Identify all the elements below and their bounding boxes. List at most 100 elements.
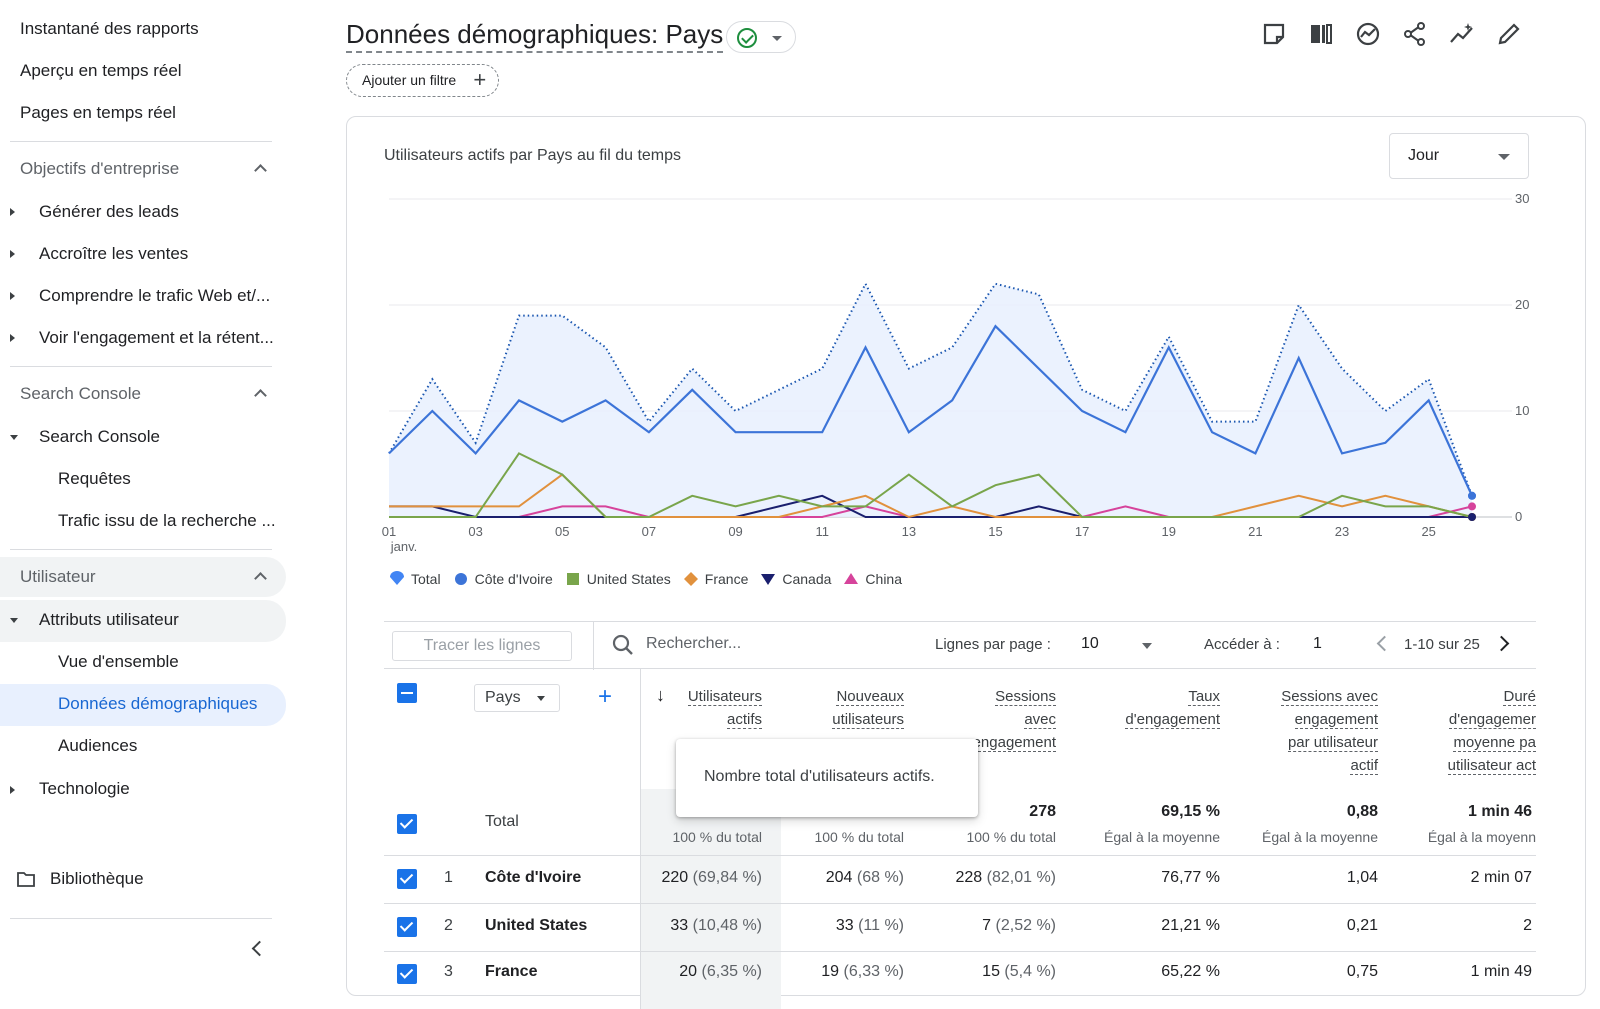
- nav-audiences[interactable]: Audiences: [58, 736, 138, 755]
- column-header-engaged-sessions[interactable]: Sessions avec engagement: [972, 688, 1056, 752]
- column-header-new-users[interactable]: Nouveaux utilisateurs: [832, 688, 904, 729]
- cell-new-users: 33 (11 %): [835, 917, 904, 934]
- divider: [593, 622, 594, 670]
- nav-understand-traffic[interactable]: Comprendre le trafic Web et/...: [39, 286, 271, 305]
- country-name[interactable]: United States: [485, 917, 588, 934]
- row-number: 2: [444, 917, 453, 934]
- cell-engagement-rate: 76,77 %: [1161, 869, 1220, 886]
- section-search-console[interactable]: Search Console: [20, 384, 141, 403]
- caret-right-icon[interactable]: [10, 208, 15, 216]
- row-checkbox[interactable]: [397, 917, 417, 937]
- section-business-objectives[interactable]: Objectifs d'entreprise: [20, 159, 180, 178]
- dimension-label: Pays: [485, 689, 521, 706]
- series-end-point: [1468, 502, 1476, 511]
- rows-per-page-select[interactable]: 10: [1081, 635, 1099, 652]
- x-tick-label: 21: [1248, 524, 1262, 539]
- previous-page-icon[interactable]: [1376, 635, 1393, 652]
- row-divider: [384, 903, 1536, 904]
- total-engagement-rate: 69,15 %: [1161, 803, 1220, 820]
- legend-item[interactable]: China: [843, 571, 902, 587]
- report-card: Utilisateurs actifs par Pays au fil du t…: [346, 116, 1586, 1009]
- chevron-up-icon[interactable]: [254, 164, 267, 177]
- search-input[interactable]: Rechercher...: [646, 635, 742, 652]
- legend-item[interactable]: Canada: [760, 571, 831, 587]
- column-header-engagement-duration[interactable]: Duré d'engagemer moyenne pa utilisateur act: [1447, 688, 1536, 775]
- cell-sessions-per-user: 0,21: [1346, 917, 1378, 934]
- total-sub-text: Égal à la moyenn: [1427, 829, 1536, 845]
- nav-increase-sales[interactable]: Accroître les ventes: [39, 244, 189, 263]
- chevron-up-icon[interactable]: [254, 389, 267, 402]
- legend-label: France: [704, 571, 749, 587]
- add-filter-button[interactable]: Ajouter un filtre +: [346, 64, 500, 97]
- legend-label: Total: [411, 571, 441, 587]
- nav-realtime-pages[interactable]: Pages en temps réel: [20, 103, 176, 122]
- share-icon[interactable]: [1401, 20, 1429, 48]
- total-sessions-per-user: 0,88: [1346, 803, 1378, 820]
- total-sub-text: 100 % du total: [672, 829, 762, 845]
- legend-label: China: [865, 571, 903, 587]
- status-dropdown[interactable]: [726, 21, 796, 53]
- total-row-checkbox[interactable]: [397, 814, 417, 834]
- trend-sparkle-icon[interactable]: [1448, 20, 1476, 48]
- collapse-chevron-icon[interactable]: [251, 940, 268, 957]
- legend-marker-icon: [390, 571, 404, 585]
- caret-down-icon[interactable]: [10, 618, 18, 623]
- search-icon: [612, 634, 633, 655]
- nav-reports-snapshot[interactable]: Instantané des rapports: [20, 19, 199, 38]
- column-header-active-users[interactable]: Utilisateurs actifs: [687, 688, 762, 729]
- nav-generate-leads[interactable]: Générer des leads: [39, 202, 179, 221]
- nav-queries[interactable]: Requêtes: [58, 469, 131, 488]
- granularity-select[interactable]: Jour: [1389, 133, 1529, 179]
- legend-item[interactable]: Total: [389, 571, 441, 587]
- caret-down-icon[interactable]: [10, 435, 18, 440]
- insights-icon[interactable]: [1354, 20, 1382, 48]
- compare-icon[interactable]: [1307, 20, 1335, 48]
- next-page-icon[interactable]: [1493, 635, 1510, 652]
- total-engagement-duration: 1 min 46: [1467, 803, 1532, 820]
- caret-right-icon[interactable]: [10, 292, 15, 300]
- nav-technology[interactable]: Technologie: [39, 779, 130, 798]
- row-divider: [384, 951, 1536, 952]
- dropdown-arrow-icon: [1498, 154, 1510, 160]
- column-header-sessions-per-user[interactable]: Sessions avec engagement par utilisateur ac…: [1281, 688, 1378, 775]
- legend-item[interactable]: United States: [565, 571, 671, 587]
- nav-overview[interactable]: Vue d'ensemble: [58, 652, 179, 671]
- dimension-select[interactable]: Pays: [474, 684, 560, 712]
- nav-search-console[interactable]: Search Console: [39, 427, 160, 446]
- edit-pencil-icon[interactable]: [1495, 20, 1523, 48]
- nav-user-attributes[interactable]: Attributs utilisateur: [39, 610, 179, 629]
- cell-engagement-rate: 21,21 %: [1161, 917, 1220, 934]
- select-all-checkbox[interactable]: [397, 683, 417, 703]
- caret-right-icon[interactable]: [10, 334, 15, 342]
- country-name[interactable]: France: [485, 963, 538, 980]
- nav-realtime-overview[interactable]: Aperçu en temps réel: [20, 61, 182, 80]
- cell-engagement-rate: 65,22 %: [1161, 963, 1220, 980]
- caret-right-icon[interactable]: [10, 786, 15, 794]
- nav-organic-traffic[interactable]: Trafic issu de la recherche ...: [58, 511, 276, 530]
- add-dimension-button[interactable]: +: [598, 683, 613, 710]
- legend-item[interactable]: Côte d'Ivoire: [453, 571, 553, 587]
- divider: [10, 366, 272, 367]
- country-name[interactable]: Côte d'Ivoire: [485, 869, 582, 886]
- caret-right-icon[interactable]: [10, 250, 15, 258]
- cell-engaged-sessions: 7 (2,52 %): [982, 917, 1056, 934]
- nav-engagement-retention[interactable]: Voir l'engagement et la rétent...: [39, 328, 274, 347]
- section-user[interactable]: Utilisateur: [20, 567, 96, 586]
- notes-icon[interactable]: [1260, 20, 1288, 48]
- x-tick-label: 19: [1162, 524, 1176, 539]
- column-header-engagement-rate[interactable]: Taux d'engagement: [1125, 688, 1220, 729]
- dropdown-arrow-icon[interactable]: [1142, 643, 1152, 649]
- row-checkbox[interactable]: [397, 964, 417, 984]
- row-number: 1: [444, 869, 453, 886]
- row-checkbox[interactable]: [397, 869, 417, 889]
- section-highlight: [0, 557, 286, 597]
- legend-item[interactable]: France: [683, 571, 749, 587]
- nav-demographics[interactable]: Données démographiques: [58, 694, 258, 713]
- nav-library[interactable]: Bibliothèque: [50, 869, 144, 888]
- sort-descending-icon[interactable]: ↓: [656, 685, 665, 705]
- x-tick-label: 07: [642, 524, 656, 539]
- goto-input[interactable]: 1: [1313, 635, 1322, 652]
- x-tick-label: 01: [382, 524, 396, 539]
- plot-rows-button[interactable]: Tracer les lignes: [392, 631, 572, 661]
- cell-active-users: 33 (10,48 %): [670, 917, 762, 934]
